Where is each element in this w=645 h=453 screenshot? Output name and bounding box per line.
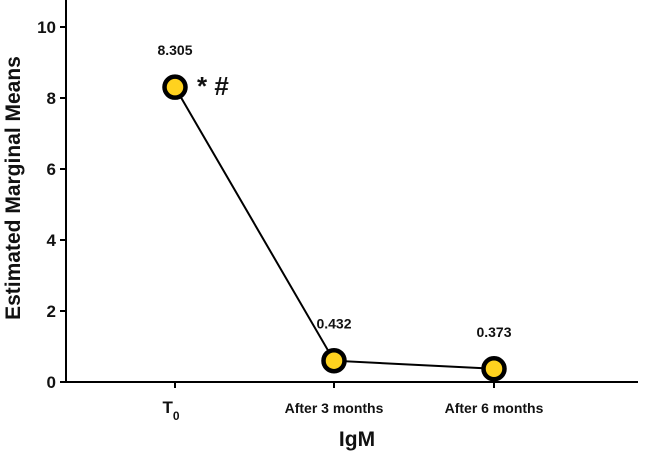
y-ticks: 0 2 4 6 8 10 [37,18,66,392]
data-labels: 8.305 0.432 0.373 * # [157,42,511,340]
y-tick-label: 0 [47,373,56,392]
y-tick-label: 8 [47,89,56,108]
series [162,74,507,382]
data-label: 8.305 [157,42,192,58]
y-tick-label: 4 [47,231,57,250]
data-label: 0.432 [316,316,351,332]
axes [65,0,638,383]
data-label: 0.373 [476,324,511,340]
y-tick-label: 10 [37,18,56,37]
y-tick-label: 6 [47,160,56,179]
x-ticks: T0 After 3 months After 6 months [162,382,544,423]
x-tick-label: T0 [162,398,179,423]
data-point [321,347,347,374]
x-axis-title: IgM [339,428,375,451]
data-point [162,74,188,100]
x-tick-label-subscript: 0 [173,409,180,423]
data-point [481,356,507,382]
x-tick-label: After 6 months [445,400,544,416]
significance-annotation: * # [197,71,229,101]
x-tick-label: After 3 months [285,400,384,416]
y-axis-title: Estimated Marginal Means [2,56,25,320]
x-tick-label-main: T [162,398,173,417]
y-tick-label: 2 [47,302,56,321]
